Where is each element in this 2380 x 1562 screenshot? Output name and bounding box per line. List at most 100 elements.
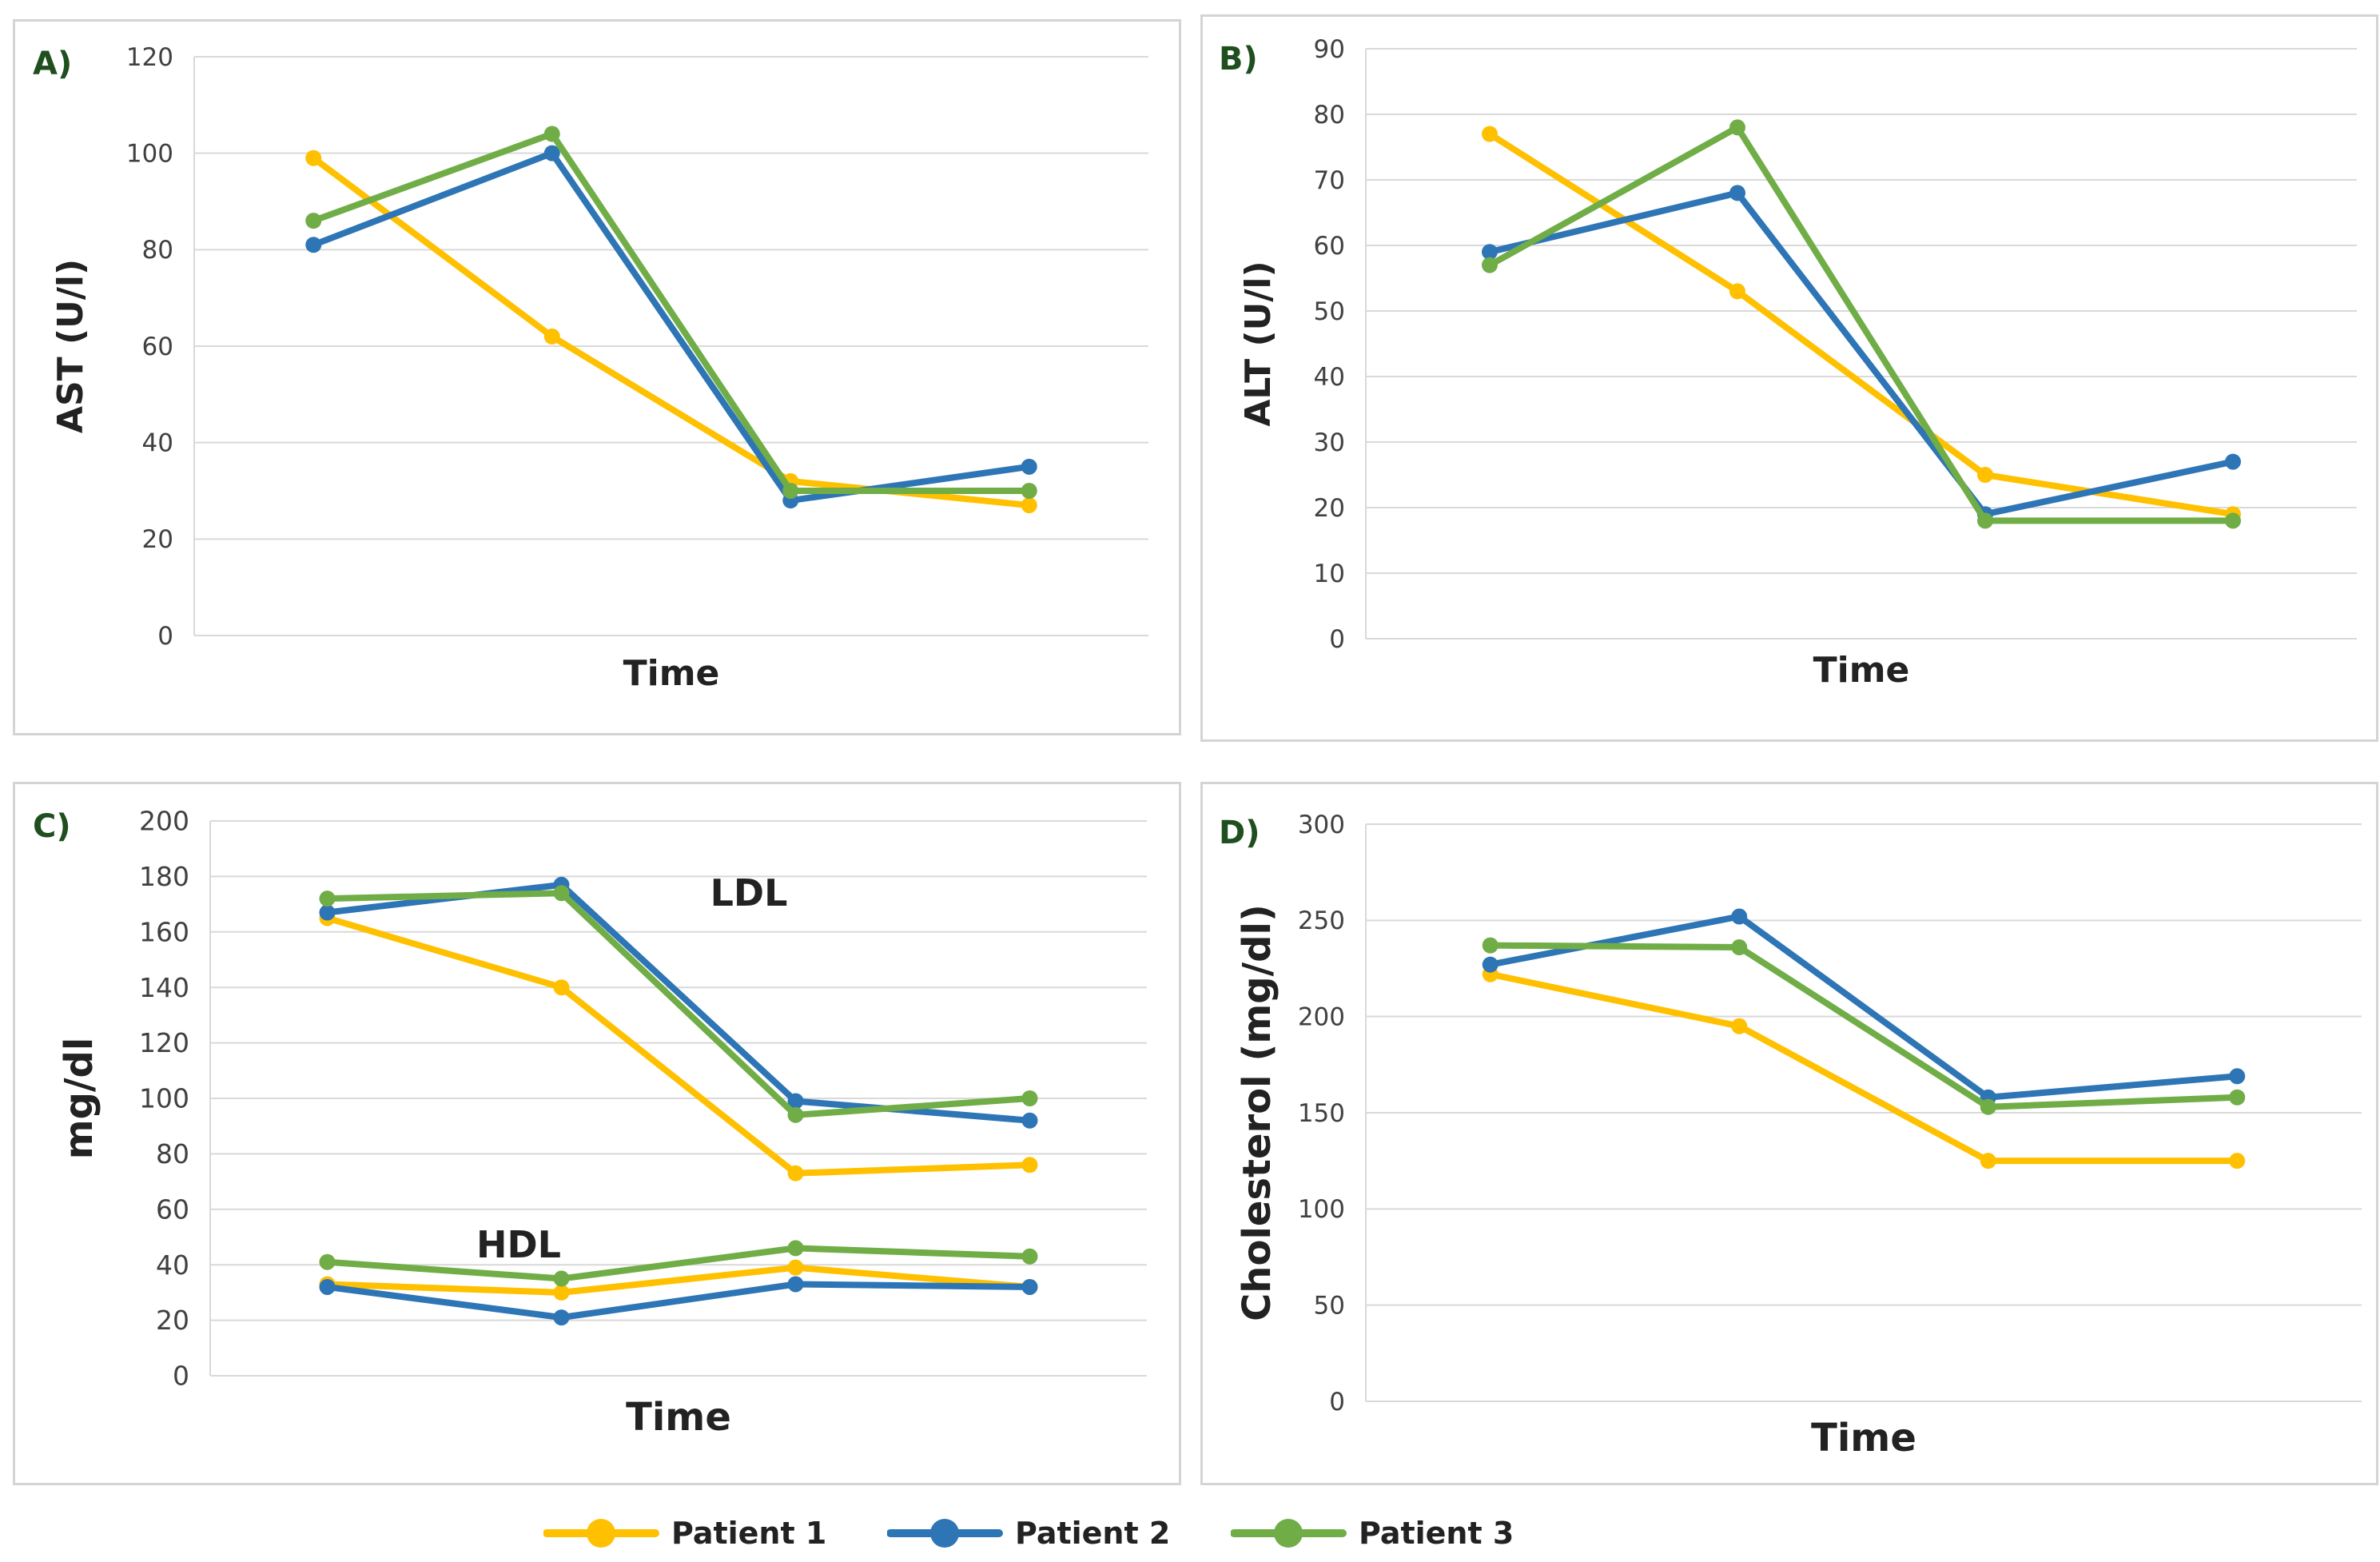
alt-panel-label: B) (1219, 41, 1258, 78)
ldl-hdl-point-patient-3-hdl (1021, 1248, 1038, 1265)
alt-line-patient-2 (1487, 189, 2236, 518)
cholesterol-ytick-label: 200 (1298, 1003, 1345, 1032)
alt-line-patient-3 (1487, 124, 2236, 524)
cholesterol-ytick-label: 300 (1298, 811, 1345, 839)
ldl-hdl-point-patient-3-hdl (787, 1240, 804, 1257)
ldl-hdl-point-patient-2-hdl (787, 1276, 804, 1293)
cholesterol-line-patient-3 (1487, 942, 2241, 1110)
ast-ytick-label: 80 (142, 236, 173, 265)
ldl-hdl-panel-label: C) (33, 808, 71, 845)
alt-point-patient-1 (1729, 283, 1745, 300)
ldl-hdl-point-patient-1-ldl (787, 1165, 804, 1181)
ast-ytick-label: 100 (126, 140, 173, 169)
cholesterol-ytick-label: 100 (1298, 1195, 1345, 1224)
cholesterol-ytick-label: 0 (1329, 1388, 1345, 1417)
ldl-hdl-point-patient-2-hdl (319, 1278, 336, 1295)
cholesterol-point-patient-1 (2229, 1153, 2246, 1170)
ast-point-patient-3 (782, 483, 799, 499)
alt-ytick-label: 0 (1329, 625, 1345, 654)
cholesterol-point-patient-2 (1731, 908, 1748, 925)
cholesterol-point-patient-1 (1980, 1153, 1996, 1170)
legend-swatch-patient-2 (887, 1519, 1003, 1548)
ldl-hdl-chart: 0 20 40 60 80 100 120 140 160 180 200 C) Time mg/dl LD… (33, 806, 1147, 1440)
ldl-hdl-ytick-label: 0 (173, 1361, 189, 1392)
alt-point-patient-3 (1482, 257, 1498, 273)
alt-ytick-label: 90 (1314, 35, 1345, 64)
chart-panel-ldl-hdl: 0 20 40 60 80 100 120 140 160 180 200 C) Time mg/dl LD… (13, 782, 1181, 1485)
ast-chart: 0 20 40 60 80 100 120 A) Time AST (U/l) (33, 43, 1148, 694)
cholesterol-point-patient-1 (1731, 1018, 1748, 1034)
alt-line-patient-1 (1487, 130, 2236, 518)
ldl-hdl-point-patient-2-hdl (1021, 1278, 1038, 1295)
cholesterol-panel-label: D) (1219, 815, 1260, 851)
ldl-hdl-point-patient-2-ldl (787, 1093, 804, 1110)
ldl-hdl-point-patient-1-ldl (1021, 1157, 1038, 1173)
ast-ytick-label: 40 (142, 429, 173, 458)
ast-point-patient-1 (543, 328, 560, 345)
ldl-hdl-ytick-label: 160 (139, 916, 189, 947)
alt-y-axis-label: ALT (U/l) (1238, 261, 1279, 426)
ast-point-patient-3 (305, 213, 322, 229)
ldl-hdl-line-patient-1-ldl (324, 914, 1033, 1177)
cholesterol-ytick-label: 50 (1314, 1292, 1345, 1321)
alt-point-patient-1 (1482, 126, 1498, 142)
ldl-hdl-line-patient-3-hdl (324, 1245, 1033, 1282)
ldl-hdl-ytick-label: 120 (139, 1027, 189, 1058)
ast-ytick-label: 20 (142, 525, 173, 554)
ast-point-patient-3 (1021, 483, 1037, 499)
ast-ytick-label: 120 (126, 43, 173, 72)
ldl-hdl-point-patient-3-ldl (553, 885, 570, 902)
ldl-hdl-line-patient-3-ldl (324, 890, 1033, 1118)
ldl-hdl-ytick-label: 40 (156, 1249, 189, 1281)
ldl-hdl-annotation-ldl: LDL (710, 871, 788, 914)
ldl-hdl-ytick-label: 80 (156, 1138, 189, 1170)
ast-point-patient-2 (305, 237, 322, 253)
cholesterol-ytick-label: 250 (1298, 907, 1345, 935)
alt-point-patient-1 (1977, 467, 1993, 483)
alt-point-patient-2 (2225, 453, 2241, 470)
cholesterol-point-patient-3 (2229, 1089, 2246, 1106)
ldl-hdl-point-patient-2-ldl (319, 904, 336, 921)
alt-ytick-label: 80 (1314, 101, 1345, 130)
alt-point-patient-2 (1482, 244, 1498, 261)
ldl-hdl-annotation-hdl: HDL (476, 1223, 561, 1266)
ldl-hdl-line-patient-2-hdl (324, 1281, 1033, 1321)
alt-point-patient-3 (1729, 119, 1745, 136)
ldl-hdl-ytick-label: 140 (139, 972, 189, 1003)
ast-line-patient-2 (310, 149, 1033, 504)
ldl-hdl-point-patient-1-ldl (553, 979, 570, 996)
cholesterol-point-patient-2 (1482, 956, 1498, 973)
ast-point-patient-3 (543, 126, 560, 142)
ast-point-patient-2 (543, 145, 560, 161)
legend: Patient 1 Patient 2 Patient 3 (0, 1509, 2380, 1557)
alt-point-patient-2 (1729, 185, 1745, 201)
alt-point-patient-3 (2225, 512, 2241, 529)
ldl-hdl-ytick-label: 180 (139, 861, 189, 892)
alt-ytick-label: 60 (1314, 232, 1345, 261)
ldl-hdl-point-patient-2-hdl (553, 1309, 570, 1326)
cholesterol-point-patient-3 (1482, 937, 1498, 954)
alt-ytick-label: 40 (1314, 363, 1345, 392)
ldl-hdl-ytick-label: 200 (139, 806, 189, 837)
cholesterol-x-axis-label: Time (1811, 1416, 1916, 1460)
ldl-hdl-point-patient-2-ldl (1021, 1112, 1038, 1129)
cholesterol-chart: 0 50 100 150 200 250 300 D) Time Cholesterol (mg/… (1219, 811, 2362, 1460)
alt-x-axis-label: Time (1813, 650, 1910, 691)
cholesterol-point-patient-2 (2229, 1068, 2246, 1085)
ldl-hdl-point-patient-1-hdl (787, 1259, 804, 1276)
ast-x-axis-label: Time (623, 653, 720, 694)
cholesterol-y-axis-label: Cholesterol (mg/dl) (1235, 904, 1280, 1321)
ldl-hdl-point-patient-1-hdl (553, 1284, 570, 1301)
cholesterol-point-patient-3 (1980, 1098, 1996, 1115)
chart-panel-cholesterol: 0 50 100 150 200 250 300 D) Time Cholesterol (mg/… (1200, 782, 2378, 1485)
ldl-hdl-ytick-label: 100 (139, 1083, 189, 1114)
alt-ytick-label: 30 (1314, 428, 1345, 457)
legend-label-patient-1: Patient 1 (671, 1516, 827, 1551)
ldl-hdl-point-patient-3-ldl (787, 1106, 804, 1123)
ast-point-patient-2 (1021, 458, 1037, 475)
cholesterol-line-patient-1 (1487, 970, 2241, 1165)
ast-panel-label: A) (33, 46, 72, 82)
ldl-hdl-y-axis-label: mg/dl (57, 1038, 101, 1160)
legend-label-patient-2: Patient 2 (1015, 1516, 1171, 1551)
ast-point-patient-1 (1021, 497, 1037, 514)
